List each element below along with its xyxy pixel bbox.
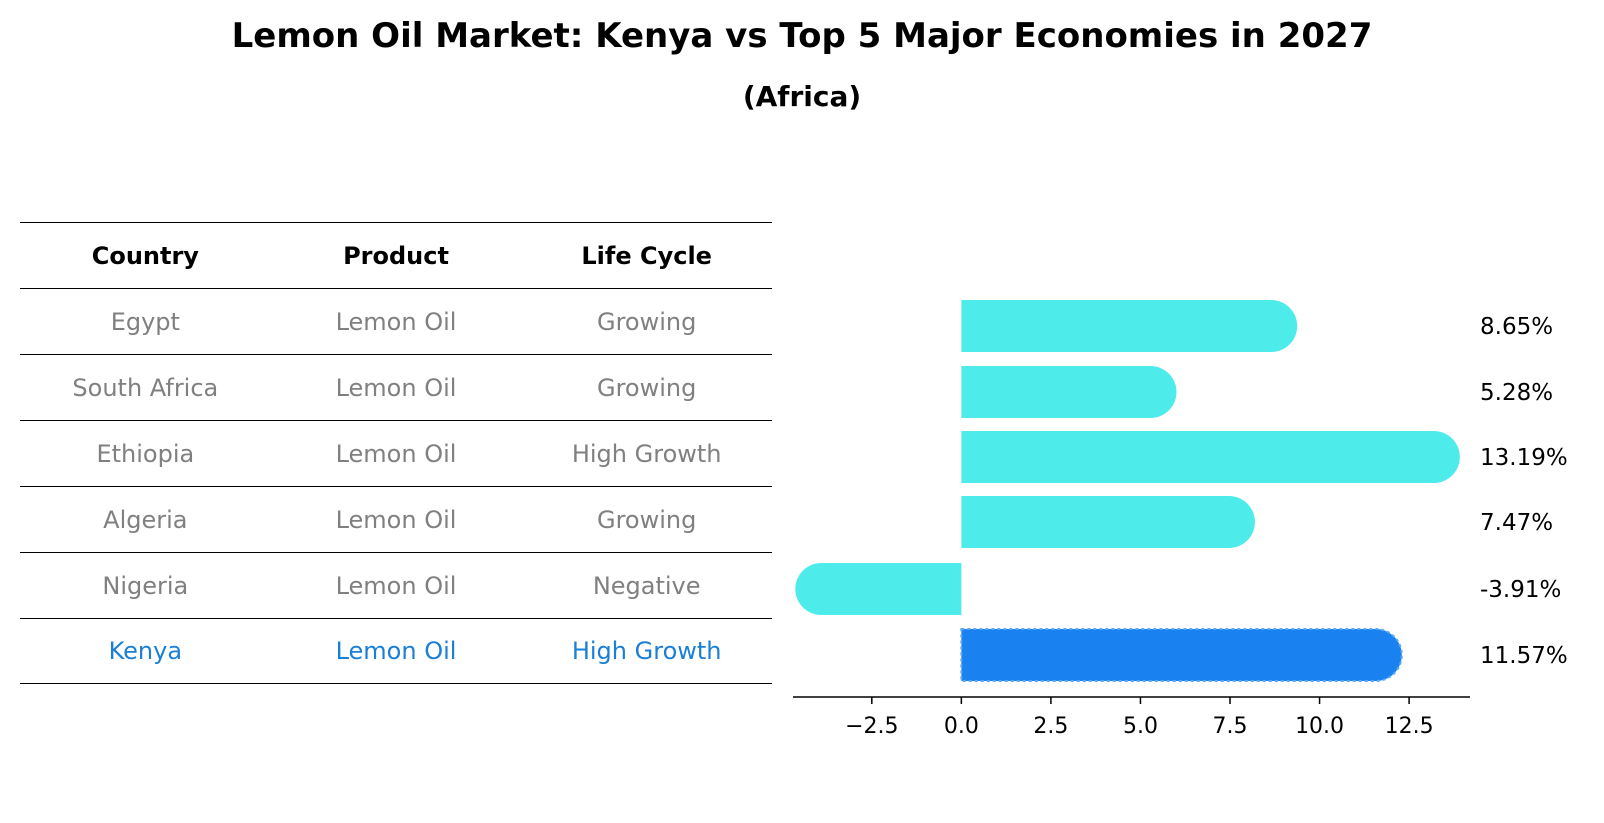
bar-algeria: [961, 496, 1255, 548]
country-cell: Algeria: [103, 505, 188, 534]
x-tick-label: 0.0: [944, 714, 979, 739]
x-tick-label: 5.0: [1123, 714, 1158, 739]
table-row-highlight: Kenya Lemon Oil High Growth: [20, 618, 772, 684]
table-row: Egypt Lemon Oil Growing: [20, 288, 772, 354]
product-cell: Lemon Oil: [335, 571, 457, 600]
table-row: South Africa Lemon Oil Growing: [20, 354, 772, 420]
product-cell: Lemon Oil: [335, 307, 457, 336]
life-cycle-cell: High Growth: [571, 637, 722, 665]
bar-value-label: -3.91%: [1480, 577, 1561, 603]
bar-south-africa: [961, 366, 1177, 418]
x-tick-label: 7.5: [1213, 714, 1248, 739]
table-row: Algeria Lemon Oil Growing: [20, 486, 772, 552]
bar-value-label: 5.28%: [1480, 380, 1553, 406]
bar-kenya: [960, 628, 1403, 682]
chart-title: Lemon Oil Market: Kenya vs Top 5 Major E…: [231, 16, 1373, 56]
bar-nigeria: [795, 563, 962, 615]
country-cell: Kenya: [108, 637, 183, 665]
life-cycle-cell: Growing: [596, 373, 697, 402]
life-cycle-cell: Growing: [596, 307, 697, 336]
product-cell: Lemon Oil: [335, 505, 457, 534]
life-cycle-cell: Negative: [592, 571, 701, 600]
life-cycle-cell: Growing: [596, 505, 697, 534]
bar-value-label: 13.19%: [1480, 445, 1568, 471]
bar-value-label: 11.57%: [1480, 643, 1568, 669]
life-cycle-cell: High Growth: [571, 439, 722, 468]
chart-subtitle: (Africa): [742, 80, 862, 113]
x-tick-label: 10.0: [1295, 714, 1344, 739]
country-cell: Ethiopia: [96, 439, 195, 468]
bar-ethiopia: [961, 431, 1460, 483]
table-row: Nigeria Lemon Oil Negative: [20, 552, 772, 618]
x-tick-label: 12.5: [1385, 714, 1434, 739]
market-table: Country Product Life Cycle Egypt Lemon O…: [20, 222, 772, 684]
x-tick-label: −2.5: [845, 714, 898, 739]
country-cell: Nigeria: [102, 571, 189, 600]
x-tick-label: 2.5: [1033, 714, 1068, 739]
table-row: Ethiopia Lemon Oil High Growth: [20, 420, 772, 486]
header-life-cycle: Life Cycle: [581, 241, 712, 270]
country-cell: South Africa: [72, 373, 219, 402]
bar-egypt: [961, 300, 1298, 352]
header-country: Country: [91, 241, 199, 270]
bar-value-label: 8.65%: [1480, 314, 1553, 340]
product-cell: Lemon Oil: [335, 637, 457, 665]
country-cell: Egypt: [110, 307, 180, 336]
product-cell: Lemon Oil: [335, 373, 457, 402]
table-header-row: Country Product Life Cycle: [20, 222, 772, 288]
bar-value-label: 7.47%: [1480, 510, 1553, 536]
header-product: Product: [343, 241, 449, 270]
product-cell: Lemon Oil: [335, 439, 457, 468]
